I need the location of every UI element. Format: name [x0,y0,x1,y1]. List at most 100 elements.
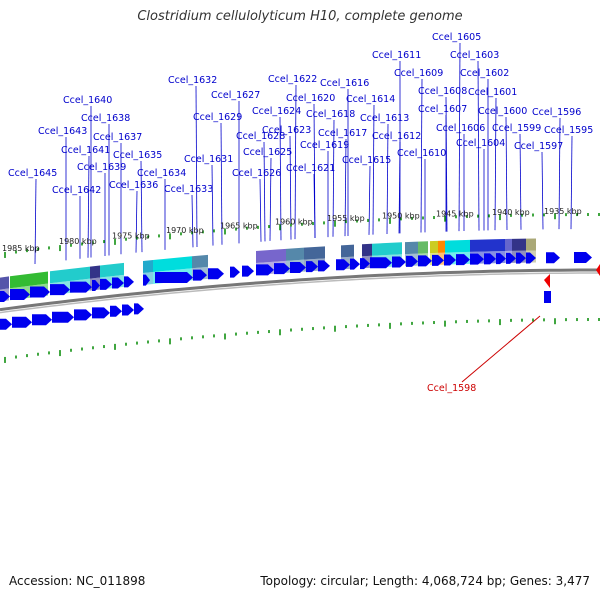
leader-line [519,133,522,230]
leader-line [541,151,544,230]
map-title: Clostridium cellulolyticum H10, complete… [137,9,463,24]
leader-line [195,85,198,247]
cog-block [372,242,402,256]
cog-block [286,247,304,261]
gene-arrow [318,260,330,272]
gene-arrow [392,256,406,268]
gene-label: Ccel_1595 [544,125,593,136]
leader-line [332,119,335,237]
gene-arrow [193,269,207,281]
cog-block [470,238,505,252]
scale-label: 1955 kbp [327,214,365,223]
gene-arrow [574,252,592,264]
gene-label: Ccel_1642 [52,185,101,196]
scale-label: 1965 kbp [220,221,258,230]
scale-labels: 1935 kbp 1940 kbp 1945 kbp 1950 kbp 1955 kbp… [2,207,582,253]
leader-line [211,164,214,246]
gene-label: Ccel_1610 [397,148,446,159]
gene-label: Ccel_1608 [418,86,467,97]
cog-block [526,238,536,251]
gene-label: Ccel_1619 [300,140,349,151]
gene-label: Ccel_1628 [236,131,285,142]
gene-label: Ccel_1625 [243,147,292,158]
gene-label: Ccel_1634 [137,168,186,179]
leader-line [220,122,223,245]
cog-block [304,246,325,260]
gene-label: Ccel_1603 [450,50,499,61]
leader-line [259,178,262,242]
cog-block [418,241,428,254]
gene-arrow [92,279,100,291]
cog-block [445,239,470,253]
gene-arrow [470,253,484,265]
gene-label: Ccel_1645 [8,168,57,179]
accession-text: Accession: NC_011898 [9,574,146,588]
leader-line [398,141,401,234]
gene-label: Ccel_1632 [168,75,217,86]
gene-label: Ccel_1639 [77,162,126,173]
gene-arrow [230,266,240,278]
scale-label: 1950 kbp [382,211,420,220]
gene-label: Ccel_1622 [268,74,317,85]
gene-arrow [370,257,392,269]
cog-block [100,262,124,278]
gene-label: Ccel_1596 [532,107,581,118]
gene-arrow [456,254,470,266]
gene-label: Ccel_1627 [211,90,260,101]
gene-arrow [208,268,224,280]
gene-arrow [0,318,12,330]
genome-backbone [0,268,600,314]
gene-arrow [350,258,360,270]
cog-block [10,271,48,289]
gene-label: Ccel_1602 [460,68,509,79]
reverse-gene-arrow [544,274,550,288]
leader-line [279,116,282,241]
gene-label: Ccel_1629 [193,112,242,123]
gene-label: Ccel_1621 [286,163,335,174]
gene-arrow [336,259,350,271]
leader-line [313,173,316,239]
scale-ticks [4,213,600,363]
gene-label: Ccel_1601 [468,87,517,98]
gene-label: Ccel_1633 [164,184,213,195]
gene-arrow [526,252,536,264]
leader-line [34,178,37,264]
gene-arrow [110,305,122,317]
gene-arrow [506,252,516,264]
gene-arrow [12,316,32,328]
gene-arrow [92,307,110,319]
cog-block [438,240,445,253]
gene-label: Ccel_1640 [63,95,112,106]
leader-line [505,116,508,230]
gene-label: Ccel_1615 [342,155,391,166]
gene-arrow [546,252,560,264]
gene-label: Ccel_1638 [81,113,130,124]
gene-arrow [274,263,290,275]
gene-label: Ccel_1599 [492,123,541,134]
gene-arrow [70,281,92,293]
gene-label: Ccel_1631 [184,154,233,165]
gene-arrows [0,252,600,330]
gene-label: Ccel_1614 [346,94,395,105]
gene-label: Ccel_1641 [61,145,110,156]
cog-block [90,265,100,279]
gene-arrow [406,255,418,267]
gene-label: Ccel_1624 [252,106,301,117]
gene-arrow [242,265,254,277]
gene-label: Ccel_1606 [436,123,485,134]
scale-label: 1935 kbp [544,207,582,216]
gene-labels: Ccel_1605 Ccel_1611 Ccel_1603 Ccel_1609 Ccel… [8,32,593,394]
cog-block [0,276,9,290]
backbone-shadow [0,272,600,314]
label-leader-lines [34,42,573,383]
leader-line-reverse [461,315,541,383]
gene-label: Ccel_1637 [93,132,142,143]
cog-block [405,241,418,255]
gene-arrow [496,253,506,265]
cog-block [153,256,192,272]
gene-label: Ccel_1611 [372,50,421,61]
leader-line [386,123,389,234]
scale-label: 1975 kbp [112,231,150,240]
cog-block [256,248,286,264]
